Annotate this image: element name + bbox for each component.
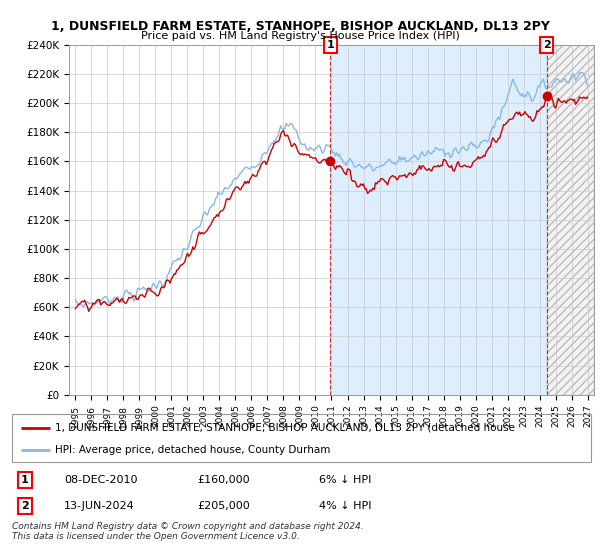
Text: 08-DEC-2010: 08-DEC-2010 [64, 475, 137, 485]
Text: 1: 1 [21, 475, 29, 485]
Bar [547, 45, 594, 395]
Text: 1: 1 [326, 40, 334, 50]
Bar [330, 45, 547, 395]
Text: 1, DUNSFIELD FARM ESTATE, STANHOPE, BISHOP AUCKLAND, DL13 2PY (detached house: 1, DUNSFIELD FARM ESTATE, STANHOPE, BISH… [55, 423, 515, 433]
Text: Price paid vs. HM Land Registry's House Price Index (HPI): Price paid vs. HM Land Registry's House … [140, 31, 460, 41]
Text: £160,000: £160,000 [197, 475, 250, 485]
Text: 4% ↓ HPI: 4% ↓ HPI [319, 501, 371, 511]
Text: 1, DUNSFIELD FARM ESTATE, STANHOPE, BISHOP AUCKLAND, DL13 2PY: 1, DUNSFIELD FARM ESTATE, STANHOPE, BISH… [50, 20, 550, 32]
Text: HPI: Average price, detached house, County Durham: HPI: Average price, detached house, Coun… [55, 445, 331, 455]
Text: 13-JUN-2024: 13-JUN-2024 [64, 501, 135, 511]
Text: 2: 2 [543, 40, 550, 50]
Text: £205,000: £205,000 [197, 501, 250, 511]
Text: Contains HM Land Registry data © Crown copyright and database right 2024.
This d: Contains HM Land Registry data © Crown c… [12, 522, 364, 542]
Bar [547, 45, 594, 395]
Text: 6% ↓ HPI: 6% ↓ HPI [319, 475, 371, 485]
Text: 2: 2 [21, 501, 29, 511]
